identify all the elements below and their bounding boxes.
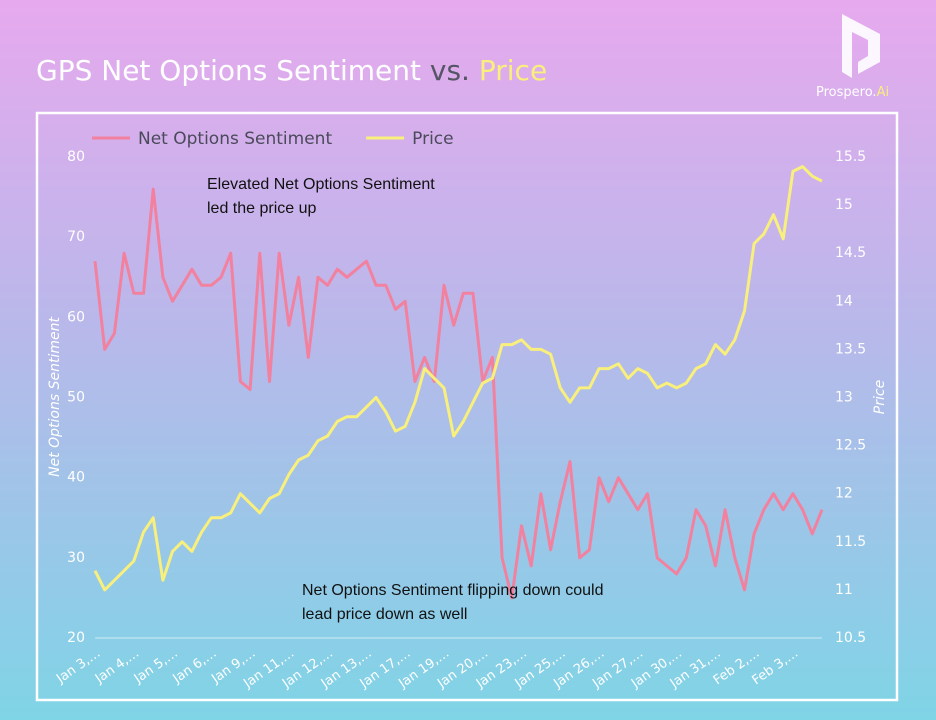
y2-tick-label: 14.5 — [835, 245, 866, 261]
annotation: Elevated Net Options Sentiment — [207, 176, 435, 193]
annotation: led the price up — [207, 200, 317, 217]
chart-frame — [35, 111, 899, 702]
brand-suffix: Ai — [877, 85, 890, 100]
y-tick-label: 40 — [67, 470, 85, 486]
x-tick-label: Jan 3,… — [53, 646, 103, 687]
y-tick-label: 20 — [67, 630, 85, 646]
y2-tick-label: 10.5 — [835, 630, 866, 646]
annotation: lead price down as well — [302, 606, 467, 623]
x-tick-label: Jan 5,… — [131, 646, 181, 687]
y-tick-label: 80 — [67, 149, 85, 165]
legend-label: Net Options Sentiment — [138, 129, 332, 149]
y-tick-label: 50 — [67, 390, 85, 406]
annotation: Net Options Sentiment flipping down coul… — [302, 582, 604, 599]
y2-tick-label: 13 — [835, 390, 853, 406]
y2-tick-label: 11 — [835, 582, 853, 598]
series-line — [93, 165, 823, 592]
y2-tick-label: 12.5 — [835, 438, 866, 454]
chart-title: GPS Net Options Sentiment vs. Price — [36, 54, 547, 87]
brand: Prospero.Ai — [816, 85, 889, 100]
y2-axis-title: Price — [872, 380, 888, 414]
brand-name: Prospero. — [816, 85, 877, 100]
x-tick-label: Jan 4,… — [92, 646, 142, 687]
y-axis-title: Net Options Sentiment — [47, 317, 63, 477]
y-tick-label: 30 — [67, 550, 85, 566]
logo: Prospero.Ai — [816, 14, 889, 100]
series-line — [93, 187, 824, 600]
title-part: Price — [479, 54, 547, 87]
y2-tick-label: 11.5 — [835, 534, 866, 550]
y2-tick-label: 14 — [835, 293, 853, 309]
title-part: GPS Net Options Sentiment — [36, 54, 421, 87]
y2-tick-label: 15.5 — [835, 149, 866, 165]
x-tick-label: Jan 6,… — [170, 646, 220, 687]
y2-tick-label: 12 — [835, 486, 853, 502]
legend-label: Price — [412, 129, 453, 149]
logo-mark — [842, 14, 880, 78]
y-tick-label: 60 — [67, 309, 85, 325]
y2-tick-label: 15 — [835, 197, 853, 213]
y2-tick-label: 13.5 — [835, 341, 866, 357]
title-part: vs. — [430, 54, 470, 87]
y-tick-label: 70 — [67, 229, 85, 245]
